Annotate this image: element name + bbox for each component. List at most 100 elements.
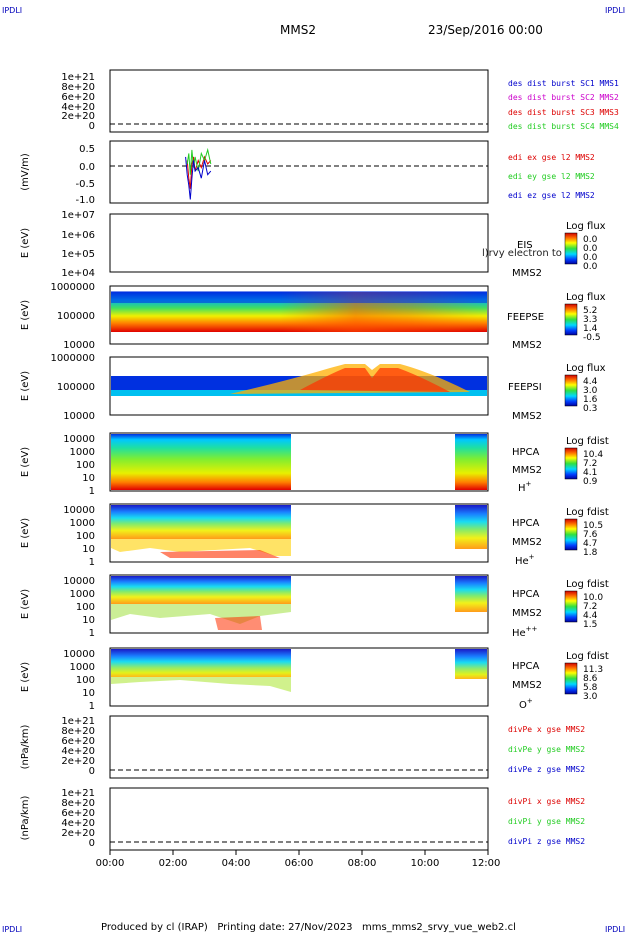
colorbar-title: Log fdist — [566, 507, 609, 518]
colorbar-tick: 0.0 — [583, 235, 598, 245]
colorbar-tick: 3.0 — [583, 386, 598, 396]
spectrogram-tail — [160, 550, 280, 558]
species-base: He — [512, 628, 526, 639]
y-tick-label: 0.5 — [79, 144, 95, 155]
y-tick-label: 1 — [89, 701, 95, 712]
legend: divPi x gse MMS2 divPi y gse MMS2 divPi … — [508, 797, 585, 846]
y-tick-label: 1e+04 — [61, 268, 95, 279]
colorbar-ticks: 11.3 8.6 5.8 3.0 — [583, 665, 603, 702]
legend-entry: edi ex gse l2 MMS2 — [508, 153, 595, 162]
x-tick-label: 06:00 — [285, 858, 314, 869]
colorbar-title: Log fdist — [566, 651, 609, 662]
colorbar-tick: 0.9 — [583, 477, 598, 487]
spectrogram-block — [111, 649, 291, 677]
species-base: O — [519, 700, 527, 711]
edi-series-line-1 — [186, 147, 212, 175]
y-tick-label: 1000000 — [50, 282, 95, 293]
y-tick-label: 4e+20 — [61, 746, 95, 757]
y-tick-label: 1e+07 — [61, 210, 95, 221]
colorbar-tick: 7.2 — [583, 459, 597, 469]
instrument-label: HPCA — [512, 589, 540, 600]
species-label: O+ — [519, 697, 533, 711]
y-axis-label: E (eV) — [20, 589, 31, 619]
legend-entry: divPi z gse MMS2 — [508, 837, 585, 846]
y-tick-labels: 10000 1000 100 10 1 — [63, 649, 95, 712]
y-tick-label: 10000 — [63, 576, 95, 587]
colorbar-title: Log flux — [566, 363, 606, 374]
panel-frame — [109, 213, 489, 273]
instrument-spacecraft: MMS2 — [512, 465, 542, 476]
colorbar-tick: 7.6 — [583, 530, 598, 540]
y-axis-label: (nPa/km) — [20, 796, 31, 841]
y-tick-label: 10000 — [63, 340, 95, 351]
colorbar-tick: 0.0 — [583, 262, 598, 272]
y-tick-labels: 1000000 100000 10000 — [50, 353, 95, 422]
instrument-spacecraft: MMS2 — [512, 340, 542, 351]
instrument-label: HPCA — [512, 661, 540, 672]
colorbar-ticks: 4.4 3.0 1.6 0.3 — [583, 377, 598, 414]
colorbar — [564, 662, 578, 695]
instrument-spacecraft: MMS2 — [512, 268, 542, 279]
legend-entry: des dist burst SC2 MMS2 — [508, 93, 619, 102]
y-tick-label: 6e+20 — [61, 92, 95, 103]
y-axis-label: (nPa/km) — [20, 725, 31, 770]
legend-entry: des dist burst SC1 MMS1 — [508, 79, 619, 88]
panel-frame — [109, 140, 489, 204]
panel-des-dist: 1e+21 8e+20 6e+20 4e+20 2e+20 0 des dist… — [61, 69, 619, 133]
instrument-label: HPCA — [512, 518, 540, 529]
instrument-label: FEEPSE — [507, 312, 544, 323]
species-base: H — [518, 483, 526, 494]
spectrogram-core — [300, 368, 450, 392]
x-tick-label: 12:00 — [472, 858, 501, 869]
y-tick-label: -0.5 — [75, 179, 95, 190]
y-axis-label: E (eV) — [20, 371, 31, 401]
legend-entry: divPi y gse MMS2 — [508, 817, 585, 826]
colorbar-tick: 3.0 — [583, 692, 598, 702]
y-tick-label: 100000 — [57, 311, 95, 322]
spectrogram-block — [455, 649, 487, 679]
y-tick-label: 1000 — [70, 518, 95, 529]
x-tick-label: 00:00 — [96, 858, 125, 869]
edi-series-line-2 — [185, 156, 212, 200]
instrument-spacecraft: MMS2 — [512, 680, 542, 691]
y-tick-label: 1 — [89, 486, 95, 497]
colorbar-tick: 10.4 — [583, 450, 603, 460]
x-tick-label: 04:00 — [222, 858, 251, 869]
colorbar-tick: 4.4 — [583, 377, 598, 387]
colorbar — [564, 374, 578, 407]
y-tick-label: 100000 — [57, 382, 95, 393]
y-tick-label: 2e+20 — [61, 828, 95, 839]
legend: edi ex gse l2 MMS2 edi ey gse l2 MMS2 ed… — [508, 153, 595, 200]
species-label: H+ — [518, 480, 532, 494]
y-tick-label: 100 — [76, 675, 95, 686]
colorbar-ticks: 0.0 0.0 0.0 0.0 — [583, 235, 598, 272]
legend-entry: edi ey gse l2 MMS2 — [508, 172, 595, 181]
y-tick-label: 4e+20 — [61, 818, 95, 829]
y-tick-label: 10 — [82, 688, 95, 699]
y-tick-labels: 10000 1000 100 10 1 — [63, 505, 95, 568]
y-tick-label: 0.0 — [79, 162, 95, 173]
y-tick-labels: 1e+21 8e+20 6e+20 4e+20 2e+20 0 — [61, 788, 95, 849]
colorbar-tick: 0.3 — [583, 404, 597, 414]
instrument-spacecraft: MMS2 — [512, 537, 542, 548]
y-tick-label: 0 — [89, 838, 95, 849]
y-tick-label: 2e+20 — [61, 111, 95, 122]
panel-hpca-he: E (eV) 10000 1000 100 10 1 HPCA MMS2 He+… — [20, 503, 609, 568]
y-tick-label: 2e+20 — [61, 756, 95, 767]
spectrogram-block — [111, 576, 291, 604]
corner-mark-top-right: IPDLI — [605, 6, 625, 15]
overlay-text: l)rvy electron to — [482, 248, 562, 259]
y-tick-label: 6e+20 — [61, 736, 95, 747]
y-tick-label: 10000 — [63, 505, 95, 516]
panel-frame — [109, 787, 489, 851]
y-tick-label: -1.0 — [75, 195, 95, 206]
spectrogram-block — [111, 434, 291, 490]
colorbar-tick: 4.1 — [583, 468, 597, 478]
spectrogram-block — [455, 434, 487, 490]
legend-entry: divPe z gse MMS2 — [508, 765, 585, 774]
spectrogram-block — [455, 576, 487, 612]
spectrogram-block — [455, 505, 487, 549]
y-axis-label: (mV/m) — [20, 153, 31, 191]
species-charge: + — [527, 697, 533, 705]
legend-entry: divPe y gse MMS2 — [508, 745, 585, 754]
